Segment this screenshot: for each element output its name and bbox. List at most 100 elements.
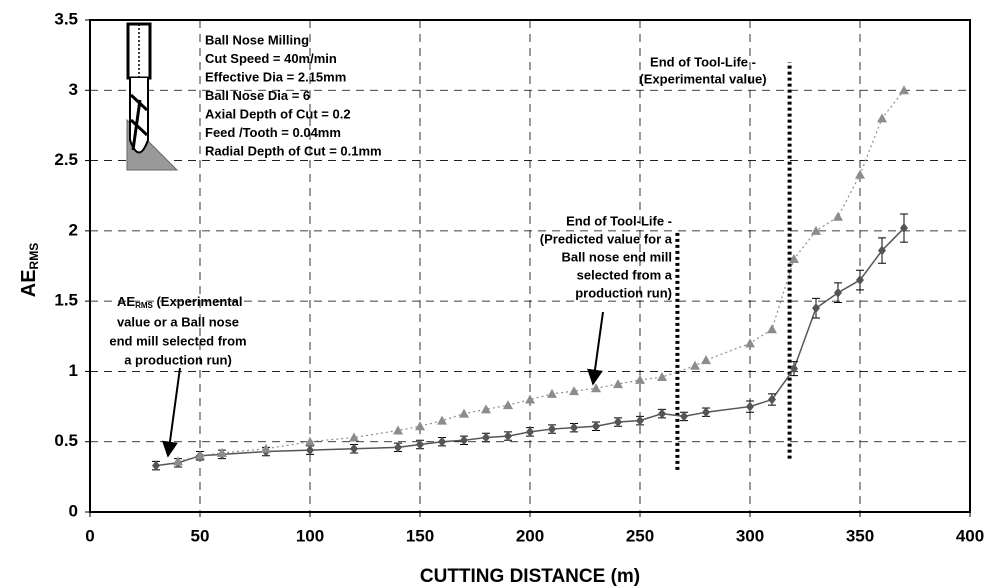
annotation: production run) — [575, 285, 672, 300]
data-point — [195, 450, 205, 460]
data-point — [152, 460, 160, 471]
data-point — [437, 415, 447, 425]
annotation-part: AE — [117, 294, 135, 309]
y-tick-label: 3 — [69, 80, 78, 99]
annotation: AERMS (Experimental — [117, 294, 242, 310]
annotation: Ball nose end mill — [561, 249, 672, 264]
data-point — [680, 411, 688, 422]
data-point — [173, 456, 183, 466]
tool-icon — [126, 22, 179, 171]
data-point — [614, 417, 622, 428]
data-point — [746, 401, 754, 412]
data-point — [690, 360, 700, 370]
annotation: a production run) — [124, 352, 232, 367]
annotation: End of Tool-Life - — [650, 54, 756, 69]
y-axis-label-sub: RMS — [27, 243, 41, 270]
data-point — [767, 324, 777, 334]
data-point — [482, 432, 490, 443]
tool-info-line: Axial Depth of Cut = 0.2 — [205, 106, 351, 121]
data-point — [811, 225, 821, 235]
data-point — [636, 415, 644, 426]
series-line — [155, 227, 905, 467]
data-point — [525, 394, 535, 404]
annotation: (Experimental value) — [639, 71, 766, 86]
data-point — [899, 85, 909, 95]
y-tick-label: 3.5 — [54, 9, 78, 28]
data-point — [569, 386, 579, 396]
data-point — [900, 223, 908, 234]
data-point — [812, 303, 820, 314]
data-point — [305, 436, 315, 446]
tool-info-line: Ball Nose Dia = 6 — [205, 88, 310, 103]
data-point — [789, 253, 799, 263]
data-point — [877, 113, 887, 123]
data-point — [613, 379, 623, 389]
data-point — [768, 394, 776, 405]
data-point — [394, 442, 402, 453]
data-point — [438, 436, 446, 447]
x-tick-label: 100 — [296, 526, 324, 545]
y-tick-label: 2 — [69, 220, 78, 239]
data-point — [217, 447, 227, 457]
data-point — [856, 275, 864, 286]
data-point — [481, 404, 491, 414]
data-point — [855, 169, 865, 179]
y-tick-label: 1 — [69, 361, 78, 380]
tool-info-line: Effective Dia = 2.15mm — [205, 69, 346, 84]
data-point — [459, 408, 469, 418]
x-tick-label: 400 — [956, 526, 984, 545]
annotation: (Predicted value for a — [540, 231, 673, 246]
y-tick-label: 0.5 — [54, 431, 78, 450]
tool-info-line: Feed /Tooth = 0.04mm — [205, 125, 341, 140]
data-point — [416, 439, 424, 450]
annotation: end mill selected from — [109, 333, 246, 348]
tool-info-line: Cut Speed = 40m/min — [205, 51, 337, 66]
data-point — [592, 421, 600, 432]
x-tick-label: 250 — [626, 526, 654, 545]
data-point — [658, 408, 666, 419]
annotation: selected from a — [577, 267, 673, 282]
y-tick-label: 0 — [69, 501, 78, 520]
y-axis-label: AERMS — [18, 243, 41, 297]
data-point — [790, 363, 798, 374]
data-point — [547, 388, 557, 398]
data-point — [548, 424, 556, 435]
data-point — [306, 445, 314, 456]
x-tick-label: 350 — [846, 526, 874, 545]
x-tick-label: 50 — [191, 526, 210, 545]
data-point — [745, 338, 755, 348]
annotation-part: RMS — [135, 301, 153, 310]
data-point — [657, 372, 667, 382]
data-point — [349, 432, 359, 442]
data-point — [570, 422, 578, 433]
tool-info-line: Radial Depth of Cut = 0.1mm — [205, 143, 382, 158]
arrow — [162, 367, 181, 458]
grid — [90, 20, 970, 512]
annotation: value or a Ball nose — [117, 314, 239, 329]
data-point — [350, 443, 358, 454]
data-point — [503, 400, 513, 410]
data-point — [415, 421, 425, 431]
data-point — [526, 426, 534, 437]
data-point — [701, 355, 711, 365]
data-point — [504, 431, 512, 442]
y-tick-label: 2.5 — [54, 150, 78, 169]
x-tick-label: 200 — [516, 526, 544, 545]
data-point — [833, 211, 843, 221]
x-tick-label: 0 — [85, 526, 94, 545]
x-tick-label: 300 — [736, 526, 764, 545]
tool-info-line: Ball Nose Milling — [205, 32, 309, 47]
arrow — [587, 311, 604, 386]
annotation: End of Tool-Life - — [566, 213, 672, 228]
data-point — [393, 425, 403, 435]
x-tick-label: 150 — [406, 526, 434, 545]
data-point — [261, 443, 271, 453]
data-point — [591, 383, 601, 393]
data-point — [834, 287, 842, 298]
annotation-part: (Experimental — [153, 294, 243, 309]
y-tick-label: 1.5 — [54, 291, 78, 310]
data-point — [878, 245, 886, 256]
data-point — [702, 407, 710, 418]
data-point — [460, 435, 468, 446]
y-axis-label-main: AE — [18, 269, 40, 297]
